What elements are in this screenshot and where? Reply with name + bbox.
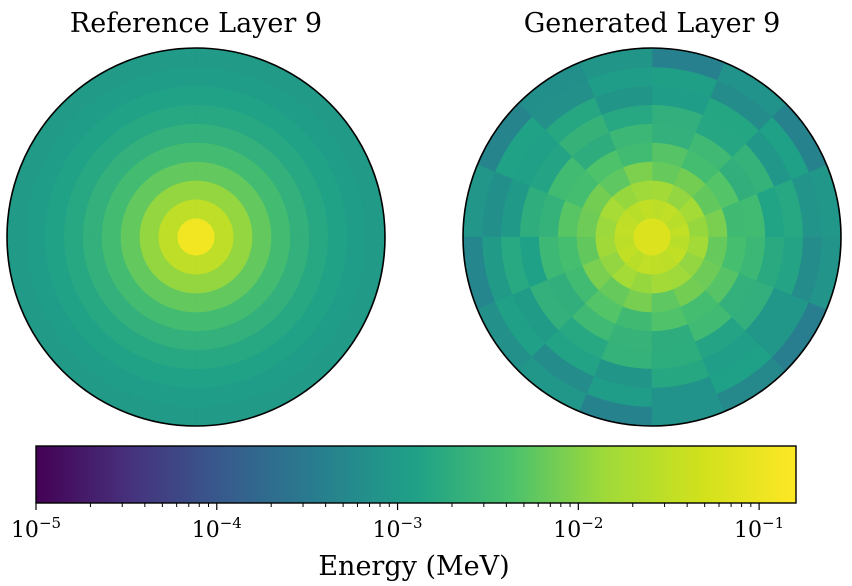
colorbar-label: Energy (MeV) <box>318 551 509 582</box>
colorbar-tick-label: 10−5 <box>11 514 61 543</box>
reference-panel: Reference Layer 9 <box>6 8 386 427</box>
heatmap-cell <box>177 218 215 256</box>
generated-outline <box>462 47 842 427</box>
colorbar-tick-label: 10−2 <box>553 514 603 543</box>
colorbar: 10−5 10−4 10−3 10−2 10−1 Energy (MeV) <box>11 445 797 582</box>
colorbar-ticks: 10−5 10−4 10−3 10−2 10−1 <box>11 503 784 543</box>
colorbar-tick-label: 10−3 <box>372 514 422 543</box>
reference-title: Reference Layer 9 <box>70 8 322 39</box>
colorbar-tick-label: 10−1 <box>734 514 784 543</box>
generated-heatmap-cells <box>462 47 842 427</box>
colorbar-gradient <box>35 445 797 504</box>
generated-title: Generated Layer 9 <box>524 8 781 39</box>
reference-heatmap-cells <box>6 47 386 427</box>
colorbar-tick-label: 10−4 <box>192 514 242 543</box>
generated-panel: Generated Layer 9 <box>462 8 842 427</box>
reference-outline <box>6 47 386 427</box>
heatmap-cell <box>633 218 671 256</box>
